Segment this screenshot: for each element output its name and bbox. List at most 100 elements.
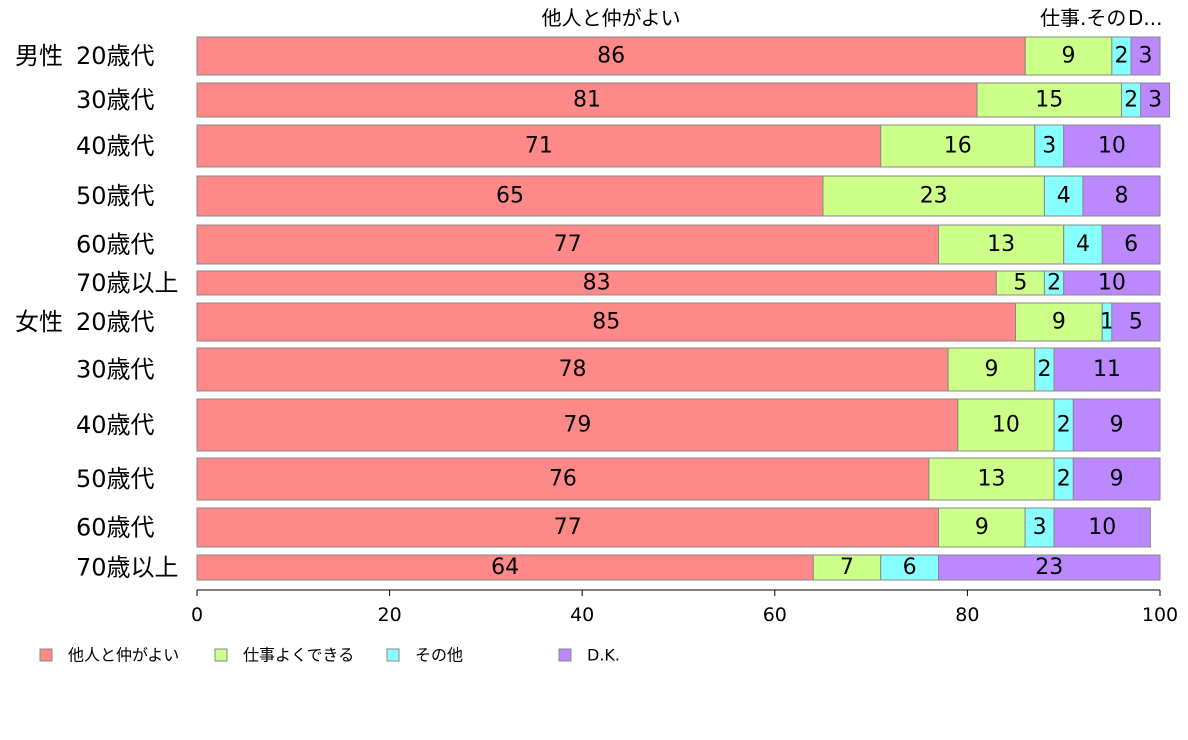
data-label: 2	[1057, 413, 1071, 438]
legend-swatch	[214, 648, 228, 662]
data-label: 9	[1062, 44, 1076, 69]
data-label: 23	[1035, 555, 1063, 580]
bar-segment	[196, 82, 978, 118]
data-label: 4	[1076, 232, 1090, 257]
bar-segment	[1043, 175, 1084, 217]
data-label: 71	[525, 134, 553, 159]
data-label: 65	[496, 184, 524, 209]
data-label: 10	[992, 413, 1020, 438]
category-label: 60歳代	[76, 514, 155, 542]
data-label: 8	[1114, 184, 1128, 209]
data-label: 81	[573, 88, 601, 113]
bar-segment	[1015, 302, 1103, 342]
group-label: 男性	[15, 42, 63, 70]
bar-segment	[196, 175, 824, 217]
data-label: 77	[554, 515, 582, 540]
bar-segment	[196, 124, 882, 168]
data-label: 4	[1057, 184, 1071, 209]
category-label: 30歳代	[76, 356, 155, 384]
category-label: 70歳以上	[76, 554, 179, 582]
bar-segment	[1053, 347, 1161, 392]
category-label: 40歳代	[76, 132, 155, 160]
group-label: 女性	[15, 308, 63, 336]
x-tick-label: 60	[763, 604, 787, 626]
data-label: 15	[1035, 88, 1063, 113]
data-label: 9	[1110, 413, 1124, 438]
data-label: 10	[1088, 515, 1116, 540]
bar-segment	[196, 507, 940, 548]
top-series-label: 他人と仲がよい	[542, 6, 681, 30]
bar-segment	[1034, 124, 1065, 168]
data-label: 77	[554, 232, 582, 257]
data-label: 5	[1129, 310, 1143, 335]
bar-segment	[1111, 302, 1161, 342]
data-label: 76	[549, 467, 577, 492]
legend-label: 他人と仲がよい	[68, 646, 179, 665]
bar-segment	[196, 302, 1017, 342]
category-label: 50歳代	[76, 465, 155, 493]
category-label: 30歳代	[76, 86, 155, 114]
data-label: 2	[1037, 357, 1051, 382]
bar-segment	[880, 554, 940, 581]
data-label: 10	[1098, 271, 1126, 296]
bar-segment	[1063, 124, 1161, 168]
x-tick-label: 20	[378, 604, 402, 626]
data-label: 9	[984, 357, 998, 382]
bar-segment	[1072, 457, 1161, 501]
data-label: 11	[1093, 357, 1121, 382]
category-label: 20歳代	[76, 42, 155, 70]
data-label: 1	[1100, 310, 1114, 335]
data-label: 6	[903, 555, 917, 580]
data-label: 10	[1098, 134, 1126, 159]
top-series-label: 仕事.その	[1040, 6, 1126, 30]
bar-segment	[938, 507, 1026, 548]
data-label: 7	[840, 555, 854, 580]
bar-segment	[1101, 224, 1161, 265]
data-label: 2	[1047, 271, 1061, 296]
data-label: 83	[583, 271, 611, 296]
x-tick-label: 80	[955, 604, 979, 626]
bar-segment	[812, 554, 882, 581]
legend-label: 仕事よくできる	[243, 646, 354, 665]
data-label: 3	[1148, 88, 1162, 113]
x-tick-label: 40	[570, 604, 594, 626]
legend-label: D.K.	[587, 646, 620, 665]
x-tick-label: 0	[191, 604, 203, 626]
category-label: 40歳代	[76, 411, 155, 439]
bar-segment	[1130, 36, 1161, 76]
category-label: 70歳以上	[76, 269, 179, 297]
bar-segment	[1063, 270, 1161, 296]
bar-segment	[196, 36, 1026, 76]
legend-swatch	[39, 648, 53, 662]
bar-segment	[1063, 224, 1103, 265]
bar-segment	[1140, 82, 1171, 118]
data-label: 16	[944, 134, 972, 159]
data-label: 3	[1033, 515, 1047, 540]
bar-segment	[1082, 175, 1161, 217]
bar-segment	[822, 175, 1045, 217]
data-label: 2	[1124, 88, 1138, 113]
data-label: 13	[977, 467, 1005, 492]
bar-segment	[196, 347, 949, 392]
bar-segment	[947, 347, 1036, 392]
legend-swatch	[558, 648, 572, 662]
bar-segment	[196, 554, 814, 581]
data-label: 23	[920, 184, 948, 209]
category-label: 50歳代	[76, 182, 155, 210]
data-label: 3	[1042, 134, 1056, 159]
bar-segment	[1072, 398, 1161, 452]
top-series-label: D...	[1128, 6, 1162, 30]
category-label: 60歳代	[76, 231, 155, 259]
bar-segment	[1053, 507, 1151, 548]
bar-segment	[196, 398, 959, 452]
bar-segment	[957, 398, 1055, 452]
data-label: 79	[563, 413, 591, 438]
data-label: 9	[1052, 310, 1066, 335]
bar-segment	[938, 554, 1161, 581]
data-label: 86	[597, 44, 625, 69]
data-label: 2	[1114, 44, 1128, 69]
data-label: 9	[975, 515, 989, 540]
data-label: 13	[987, 232, 1015, 257]
